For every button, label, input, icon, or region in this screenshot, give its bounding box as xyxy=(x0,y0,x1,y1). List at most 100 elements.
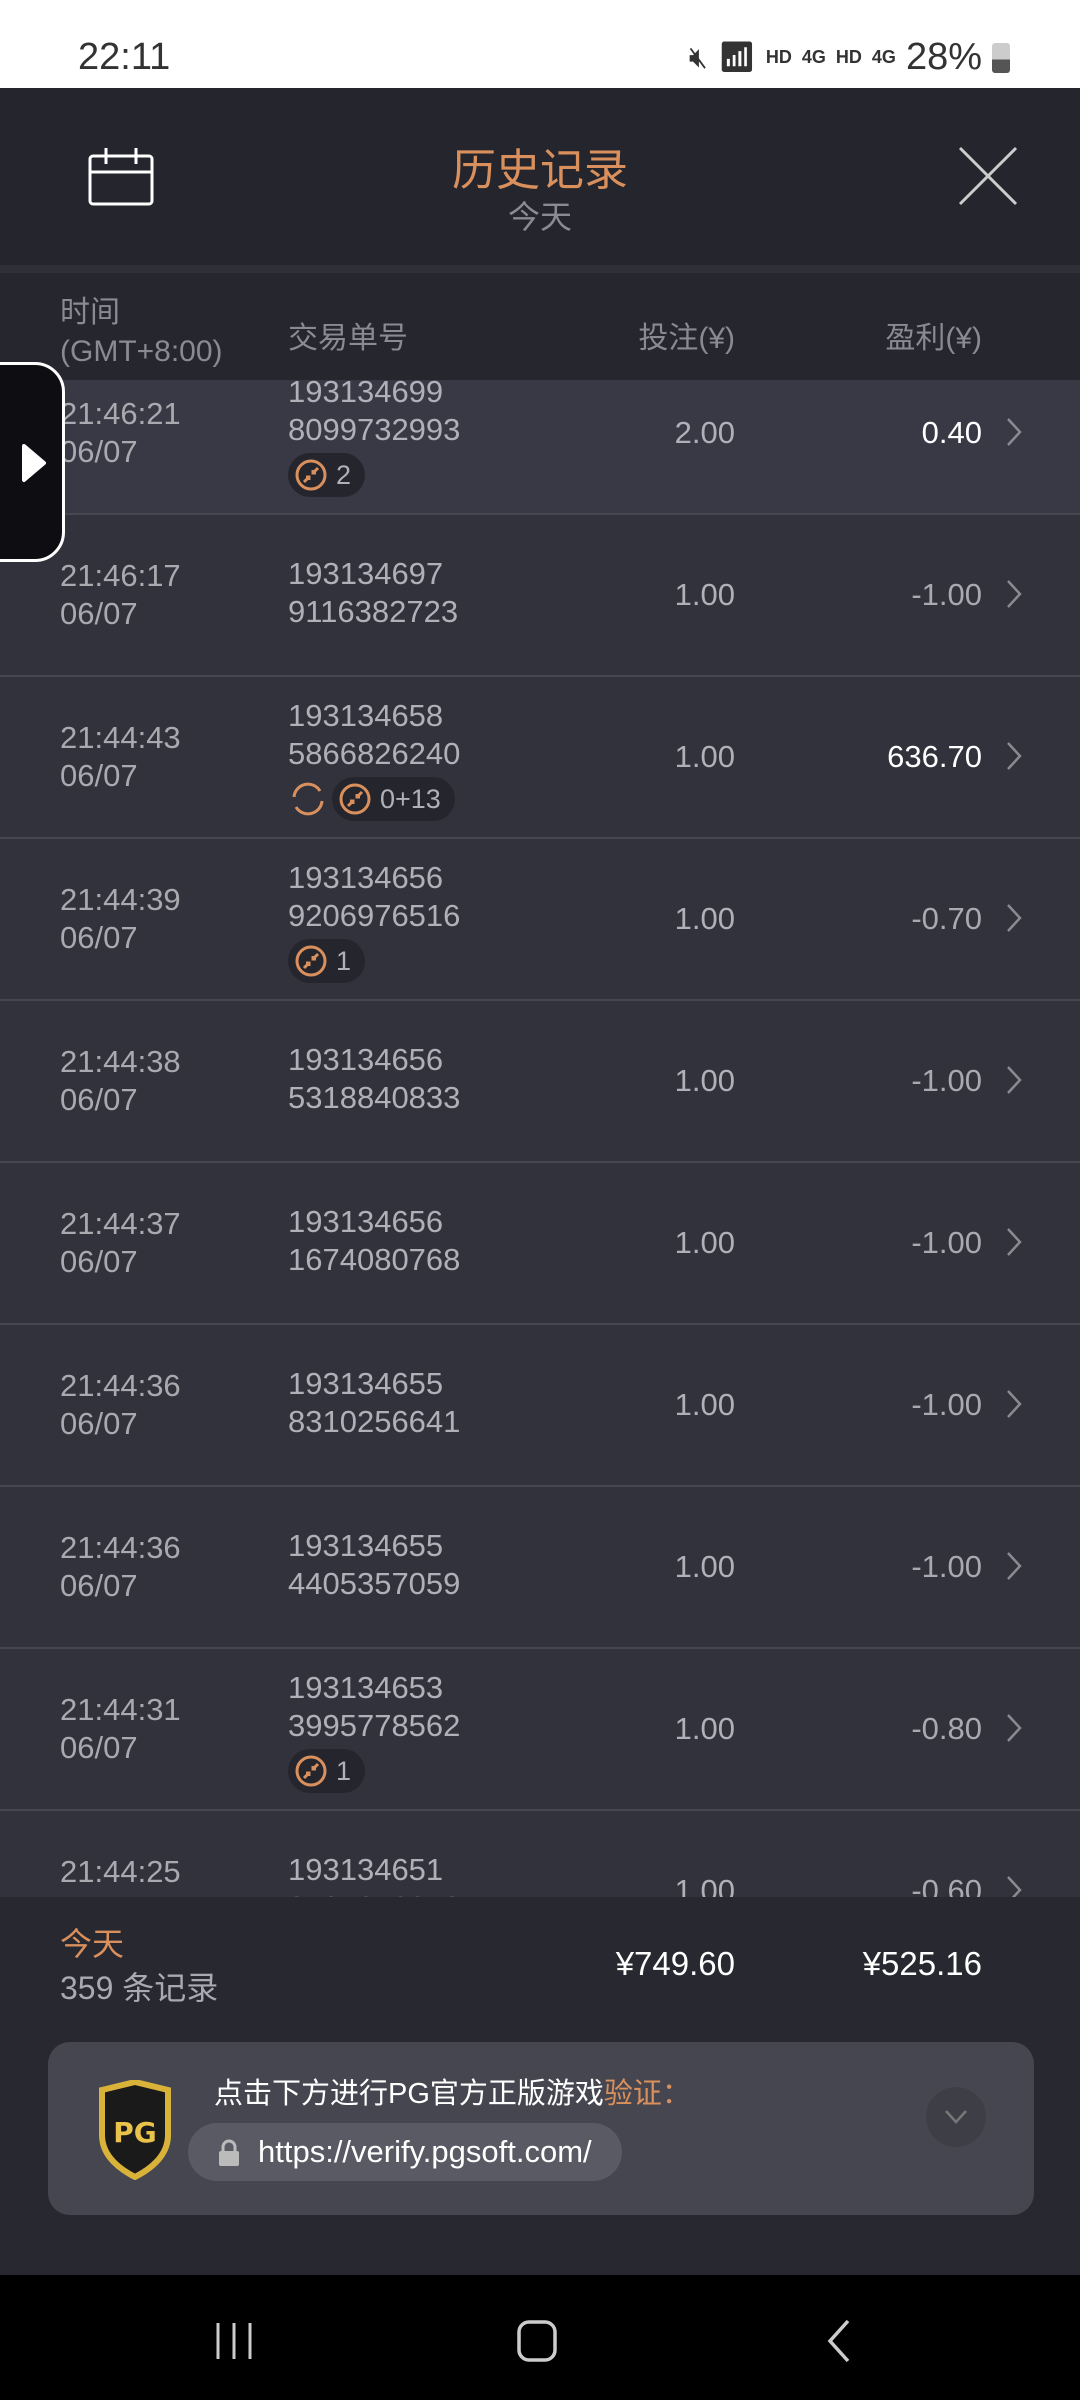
chevron-right-icon[interactable] xyxy=(1006,1227,1022,1257)
date: 06/07 xyxy=(60,596,138,631)
col-bet: 投注(¥) xyxy=(638,322,735,355)
row-id: 193134658 5866826240 0+13 xyxy=(288,697,460,821)
verify-url-link[interactable]: https://verify.pgsoft.com/ xyxy=(188,2123,622,2181)
date: 06/07 xyxy=(60,1244,138,1279)
row-profit: 636.70 xyxy=(887,739,982,774)
header: 历史记录 今天 xyxy=(0,88,1080,265)
row-profit: 0.40 xyxy=(921,415,982,450)
row-profit: -1.00 xyxy=(911,1549,982,1584)
id-line2: 3995778562 xyxy=(288,1708,461,1743)
battery-icon xyxy=(992,42,1010,73)
col-profit: 盈利(¥) xyxy=(885,322,982,355)
bonus-icon xyxy=(295,945,327,977)
row-time: 21:46:17 06/07 xyxy=(60,557,181,633)
row-profit: -1.00 xyxy=(911,577,982,612)
date-range-label: 今天 xyxy=(507,199,572,235)
status-icons: 🔇︎ 📶︎ HD 4G HD 4G 28% xyxy=(689,36,1010,79)
row-id: 193134697 9116382723 xyxy=(288,555,458,631)
total-profit: ¥525.16 xyxy=(862,1945,982,1982)
verify-banner[interactable]: PG 点击下方进行PG官方正版游戏验证： https://verify.pgso… xyxy=(48,2042,1034,2215)
side-expand-tab[interactable] xyxy=(0,362,65,562)
time: 21:44:38 xyxy=(60,1044,181,1079)
table-row[interactable]: 21:44:31 06/07 193134653 3995778562 1 1.00 -0.… xyxy=(0,1649,1080,1811)
row-time: 21:44:38 06/07 xyxy=(60,1043,181,1119)
id-line1: 193134653 xyxy=(288,1670,444,1705)
id-line1: 193134658 xyxy=(288,698,444,733)
table-row[interactable]: 21:44:43 06/07 193134658 5866826240 0+13 1.00… xyxy=(0,677,1080,839)
id-line2: 5318840833 xyxy=(288,1080,461,1115)
time: 21:44:39 xyxy=(60,882,181,917)
divider xyxy=(0,265,1080,273)
id-line1: 193134651 xyxy=(288,1852,444,1887)
chevron-right-icon[interactable] xyxy=(1006,1551,1022,1581)
table-row[interactable]: 21:44:39 06/07 193134656 9206976516 1 1.00 -0.… xyxy=(0,839,1080,1001)
summary-period: 今天 xyxy=(60,1926,125,1962)
badges: 1 xyxy=(288,939,460,983)
page-title: 历史记录 xyxy=(452,146,628,195)
chevron-down-icon xyxy=(945,2110,967,2124)
free-spin-badge: 0+13 xyxy=(332,777,455,821)
row-time: 21:46:21 06/07 xyxy=(60,395,181,471)
table-row[interactable]: 21:44:36 06/07 193134655 4405357059 1.00 -1.0… xyxy=(0,1487,1080,1649)
badge-count: 1 xyxy=(336,946,352,976)
time: 21:44:36 xyxy=(60,1368,181,1403)
row-time: 21:44:43 06/07 xyxy=(60,719,181,795)
table-row[interactable]: 21:46:21 06/07 193134699 8099732993 2 2.00 0.4… xyxy=(0,353,1080,515)
row-profit: -0.70 xyxy=(911,901,982,936)
home-icon[interactable] xyxy=(516,2319,558,2363)
row-id: 193134655 8310256641 xyxy=(288,1365,460,1441)
badge-count: 0+13 xyxy=(380,784,441,814)
wifi-icon: 📶︎ xyxy=(717,41,756,74)
row-time: 21:44:37 06/07 xyxy=(60,1205,181,1281)
close-icon[interactable] xyxy=(958,146,1018,206)
badges: 1 xyxy=(288,1749,460,1793)
chevron-right-icon[interactable] xyxy=(1006,1389,1022,1419)
row-time: 21:44:31 06/07 xyxy=(60,1691,181,1767)
bonus-icon xyxy=(339,783,371,815)
row-id: 193134699 8099732993 2 xyxy=(288,373,460,497)
row-bet: 1.00 xyxy=(674,1711,735,1746)
system-nav-bar xyxy=(0,2275,1080,2400)
pg-logo: PG xyxy=(99,2080,171,2180)
column-header: 时间 (GMT+8:00) 交易单号 投注(¥) 盈利(¥) xyxy=(0,273,1080,380)
id-line2: 9116382723 xyxy=(288,594,459,629)
id-line2: 4405357059 xyxy=(288,1566,461,1601)
date: 06/07 xyxy=(60,1082,138,1117)
free-spin-badge: 2 xyxy=(288,453,366,497)
date: 06/07 xyxy=(60,434,138,469)
chevron-right-icon[interactable] xyxy=(1006,741,1022,771)
status-bar: 22:11 🔇︎ 📶︎ HD 4G HD 4G 28% xyxy=(0,0,1080,88)
calendar-icon[interactable] xyxy=(88,146,154,206)
chevron-right-icon[interactable] xyxy=(1006,417,1022,447)
date: 06/07 xyxy=(60,1406,138,1441)
recent-apps-icon[interactable] xyxy=(212,2319,256,2363)
id-line1: 193134656 xyxy=(288,1042,444,1077)
summary-footer: 今天 359 条记录 ¥749.60 ¥525.16 PG 点击下方进行PG官方… xyxy=(0,1897,1080,2275)
free-spin-badge: 1 xyxy=(288,1749,366,1793)
expand-button[interactable] xyxy=(926,2087,986,2147)
mute-icon: 🔇︎ xyxy=(688,40,708,74)
time: 21:44:37 xyxy=(60,1206,181,1241)
record-count: 359 条记录 xyxy=(60,1970,219,2006)
chevron-right-icon[interactable] xyxy=(1006,1065,1022,1095)
table-row[interactable]: 21:44:38 06/07 193134656 5318840833 1.00 -1.0… xyxy=(0,1001,1080,1163)
chevron-right-icon[interactable] xyxy=(1006,579,1022,609)
row-profit: -1.00 xyxy=(911,1387,982,1422)
time: 21:44:31 xyxy=(60,1692,181,1727)
row-bet: 1.00 xyxy=(674,1549,735,1584)
time: 21:44:43 xyxy=(60,720,181,755)
id-line1: 193134656 xyxy=(288,1204,444,1239)
table-row[interactable]: 21:44:36 06/07 193134655 8310256641 1.00 -1.0… xyxy=(0,1325,1080,1487)
date: 06/07 xyxy=(60,1730,138,1765)
table-row[interactable]: 21:46:17 06/07 193134697 9116382723 1.00 -1.0… xyxy=(0,515,1080,677)
chevron-right-icon[interactable] xyxy=(1006,903,1022,933)
id-line1: 193134655 xyxy=(288,1528,444,1563)
table-row[interactable]: 21:44:37 06/07 193134656 1674080768 1.00 -1.0… xyxy=(0,1163,1080,1325)
row-bet: 1.00 xyxy=(674,577,735,612)
hd-label: HD xyxy=(835,47,862,67)
id-line2: 8099732993 xyxy=(288,412,461,447)
chevron-right-icon[interactable] xyxy=(1006,1713,1022,1743)
id-line2: 8310256641 xyxy=(288,1404,461,1439)
col-id: 交易单号 xyxy=(288,322,408,355)
back-icon[interactable] xyxy=(824,2319,854,2363)
